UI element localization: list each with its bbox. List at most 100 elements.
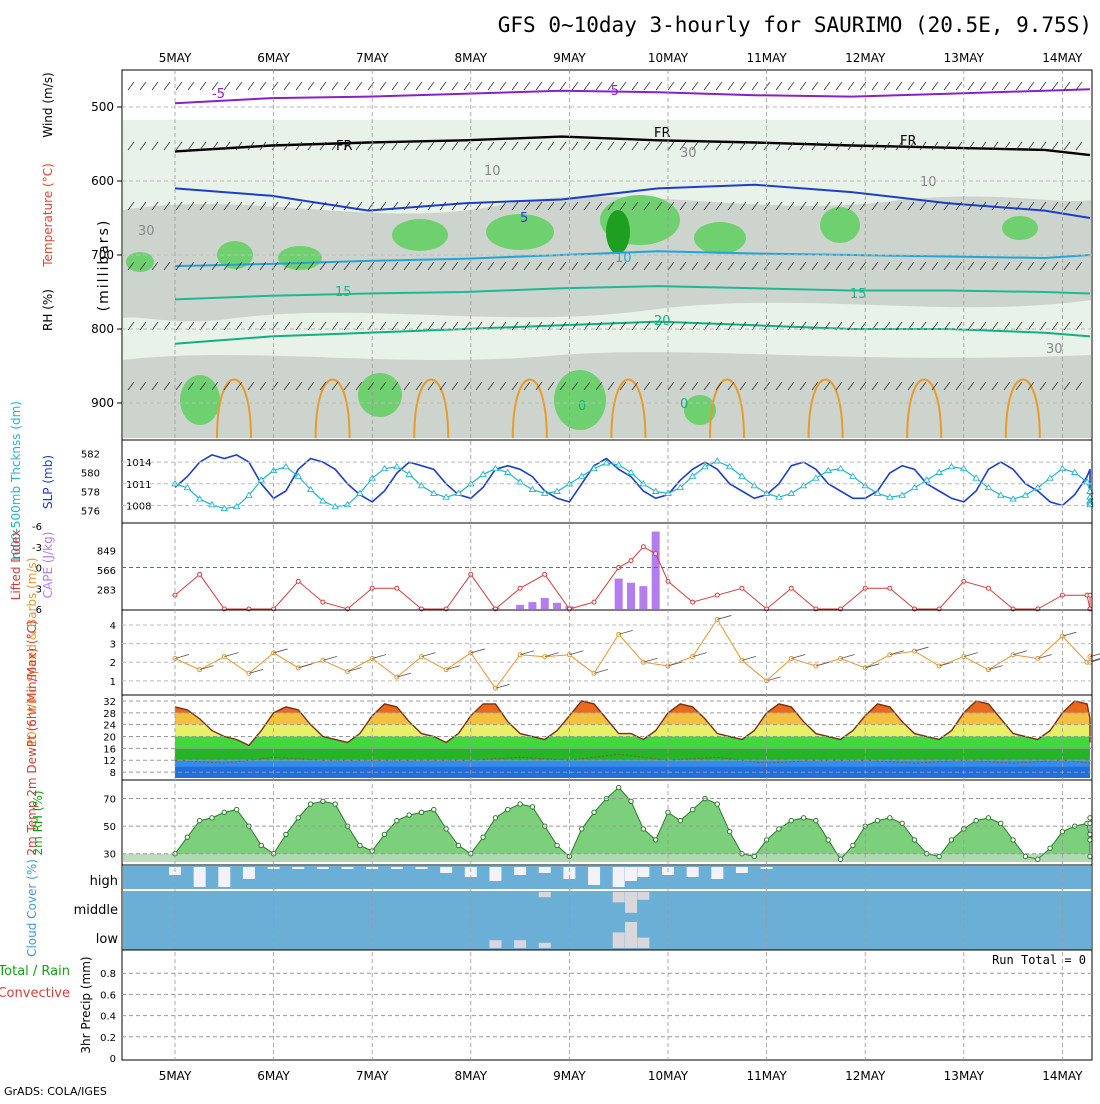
- wind-barb: [799, 141, 807, 151]
- cloud-high-3: [242, 867, 255, 879]
- cloud-high-9: [390, 867, 403, 869]
- thickness-point: [528, 485, 537, 493]
- wind-barb: [127, 201, 135, 211]
- wind-barb: [931, 381, 939, 391]
- wind-barb-10m: [593, 669, 609, 674]
- wind-barb: [487, 381, 495, 391]
- contour-4: [174, 285, 1091, 301]
- wind-barb: [499, 141, 507, 151]
- cape-tick-566: 566: [97, 566, 116, 577]
- rh-point: [714, 801, 720, 807]
- wind-barb: [127, 141, 135, 151]
- wind-barb: [991, 201, 999, 211]
- wind-barb: [847, 381, 855, 391]
- wind-barb: [727, 321, 735, 331]
- rh-point: [948, 837, 955, 843]
- wind-barb: [403, 81, 411, 91]
- temp-tick-28: 28: [103, 709, 116, 720]
- thickness-point: [935, 468, 943, 475]
- wind-barb: [331, 381, 339, 391]
- wind-barb-10m: [544, 652, 559, 658]
- wind-barb: [619, 261, 627, 271]
- wind-barb: [175, 81, 183, 91]
- wind-barb: [415, 141, 423, 151]
- wind-barb: [955, 381, 963, 391]
- thickness-point: [245, 491, 253, 498]
- wind-barb: [619, 201, 627, 211]
- wind-barb: [967, 141, 975, 151]
- rh-point: [307, 801, 314, 807]
- wind-barb: [199, 81, 207, 91]
- wind-barb: [931, 141, 939, 151]
- wind-barb: [871, 261, 879, 271]
- wind-barb: [307, 321, 315, 331]
- rh-point: [652, 837, 659, 843]
- date-label-bottom-4: 9MAY: [553, 1069, 586, 1083]
- wind-barb: [367, 381, 375, 391]
- rh-point: [776, 826, 782, 832]
- rh-point: [1022, 853, 1029, 860]
- wind-barb: [1015, 201, 1023, 211]
- wind-barb: [307, 381, 315, 391]
- wind-barb: [823, 261, 831, 271]
- thickness-point: [454, 489, 463, 496]
- wind-barb-10m: [519, 650, 535, 656]
- wind-barb: [907, 141, 915, 151]
- wind-barb: [499, 81, 507, 91]
- wind-barb: [379, 201, 387, 211]
- wind-barb: [571, 81, 579, 91]
- wind-barb: [403, 261, 411, 271]
- cloud-low-18: [612, 932, 625, 948]
- wind-barb: [955, 201, 963, 211]
- wind-barb: [943, 201, 951, 211]
- wind-barb: [559, 141, 567, 151]
- wind-barb: [367, 261, 375, 271]
- rh-point: [529, 804, 536, 810]
- wind-barb: [367, 81, 375, 91]
- rh-point: [184, 834, 191, 840]
- rh-point: [221, 809, 228, 816]
- rh-point: [640, 826, 647, 832]
- thickness-point: [849, 472, 857, 479]
- wind-barb: [691, 81, 699, 91]
- li-tick--3: -3: [32, 543, 42, 554]
- cloud-high-19: [625, 867, 638, 881]
- rh-axis-title: 2m RH (%): [31, 790, 45, 855]
- wind-barb: [967, 261, 975, 271]
- contour-label-7: 15: [335, 285, 352, 300]
- thickness-point: [380, 464, 389, 472]
- wind-barb: [943, 141, 951, 151]
- cloud-high-2: [218, 867, 231, 887]
- wind-barb: [187, 201, 195, 211]
- thickness-tick-580: 580: [81, 469, 100, 480]
- wind-barb: [1039, 261, 1047, 271]
- wind-barb: [247, 261, 255, 271]
- wind-barb: [919, 381, 927, 391]
- wind-barb: [463, 81, 471, 91]
- rh-blob-11: [554, 370, 606, 430]
- wind-label: Wind (m/s): [41, 72, 55, 137]
- slp-tick-1011: 1011: [126, 480, 151, 491]
- wind-barb: [751, 81, 759, 91]
- cloud-axis-title: Cloud Cover (%): [25, 859, 39, 957]
- rh-baseline-band: [123, 853, 1091, 862]
- thickness-point: [614, 461, 623, 468]
- wind-barb: [715, 201, 723, 211]
- wind-barb: [991, 81, 999, 91]
- contour-label-8: 15: [850, 287, 867, 302]
- contour-label-10: 10: [484, 164, 501, 179]
- temperature-label: Temperature (°C): [41, 163, 55, 268]
- rh-point: [837, 856, 844, 862]
- wind-barb: [451, 141, 459, 151]
- rh-point: [1035, 856, 1041, 862]
- wind-barb-10m: [914, 646, 929, 652]
- date-label-top-8: 13MAY: [944, 51, 985, 65]
- rh-point: [196, 817, 203, 824]
- run-total: Run Total = 0: [992, 953, 1086, 967]
- wind-barb: [139, 261, 147, 271]
- wind-barb: [259, 381, 267, 391]
- temp-cell-5: [709, 378, 745, 439]
- li-tick-3: 3: [36, 584, 42, 595]
- thickness-point: [676, 483, 685, 491]
